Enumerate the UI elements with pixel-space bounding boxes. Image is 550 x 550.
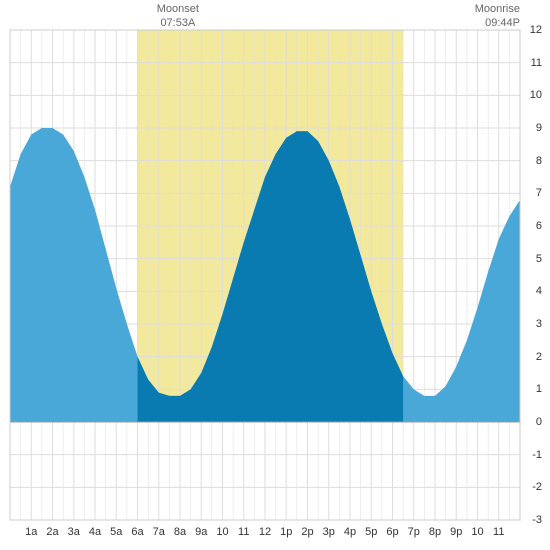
x-tick-label: 2p: [301, 526, 313, 538]
y-tick-label: 11: [524, 57, 542, 69]
x-tick-label: 7p: [408, 526, 420, 538]
x-tick-label: 11: [238, 526, 249, 538]
x-tick-label: 7a: [153, 526, 165, 538]
x-tick-label: 4a: [89, 526, 101, 538]
x-tick-label: 10: [471, 526, 483, 538]
header-title: Moonrise: [475, 2, 520, 16]
x-tick-label: 1a: [25, 526, 37, 538]
y-tick-label: 2: [524, 351, 542, 363]
x-tick-label: 3p: [323, 526, 335, 538]
header-title: Moonset: [153, 2, 203, 16]
chart-svg: [0, 0, 550, 550]
x-tick-label: 1p: [280, 526, 292, 538]
x-tick-label: 11: [493, 526, 504, 538]
x-tick-label: 5p: [365, 526, 377, 538]
y-tick-label: 3: [524, 318, 542, 330]
y-tick-label: 5: [524, 253, 542, 265]
moonset-label: Moonset07:53A: [153, 2, 203, 31]
y-tick-label: -2: [524, 481, 542, 493]
y-tick-label: 6: [524, 220, 542, 232]
x-tick-label: 4p: [344, 526, 356, 538]
x-tick-label: 12: [259, 526, 271, 538]
x-tick-label: 3a: [68, 526, 80, 538]
x-tick-label: 10: [216, 526, 228, 538]
y-tick-label: 7: [524, 187, 542, 199]
x-tick-label: 9p: [450, 526, 462, 538]
tide-chart: Moonset07:53A Moonrise09:44P 1a 2a 3a 4a 5a 6a 7…: [0, 0, 550, 550]
y-tick-label: -1: [524, 449, 542, 461]
x-tick-label: 2a: [46, 526, 58, 538]
header-time: 09:44P: [475, 16, 520, 30]
moonrise-label: Moonrise09:44P: [475, 2, 520, 31]
x-tick-label: 9a: [195, 526, 207, 538]
x-tick-label: 8p: [429, 526, 441, 538]
y-tick-label: 1: [524, 383, 542, 395]
x-tick-label: 5a: [110, 526, 122, 538]
y-tick-label: 8: [524, 155, 542, 167]
y-tick-label: 0: [524, 416, 542, 428]
y-tick-label: 10: [524, 89, 542, 101]
y-tick-label: 12: [524, 24, 542, 36]
y-tick-label: 9: [524, 122, 542, 134]
x-tick-label: 8a: [174, 526, 186, 538]
x-tick-label: 6a: [131, 526, 143, 538]
x-tick-label: 6p: [386, 526, 398, 538]
header-time: 07:53A: [153, 16, 203, 30]
y-tick-label: 4: [524, 285, 542, 297]
y-tick-label: -3: [524, 514, 542, 526]
